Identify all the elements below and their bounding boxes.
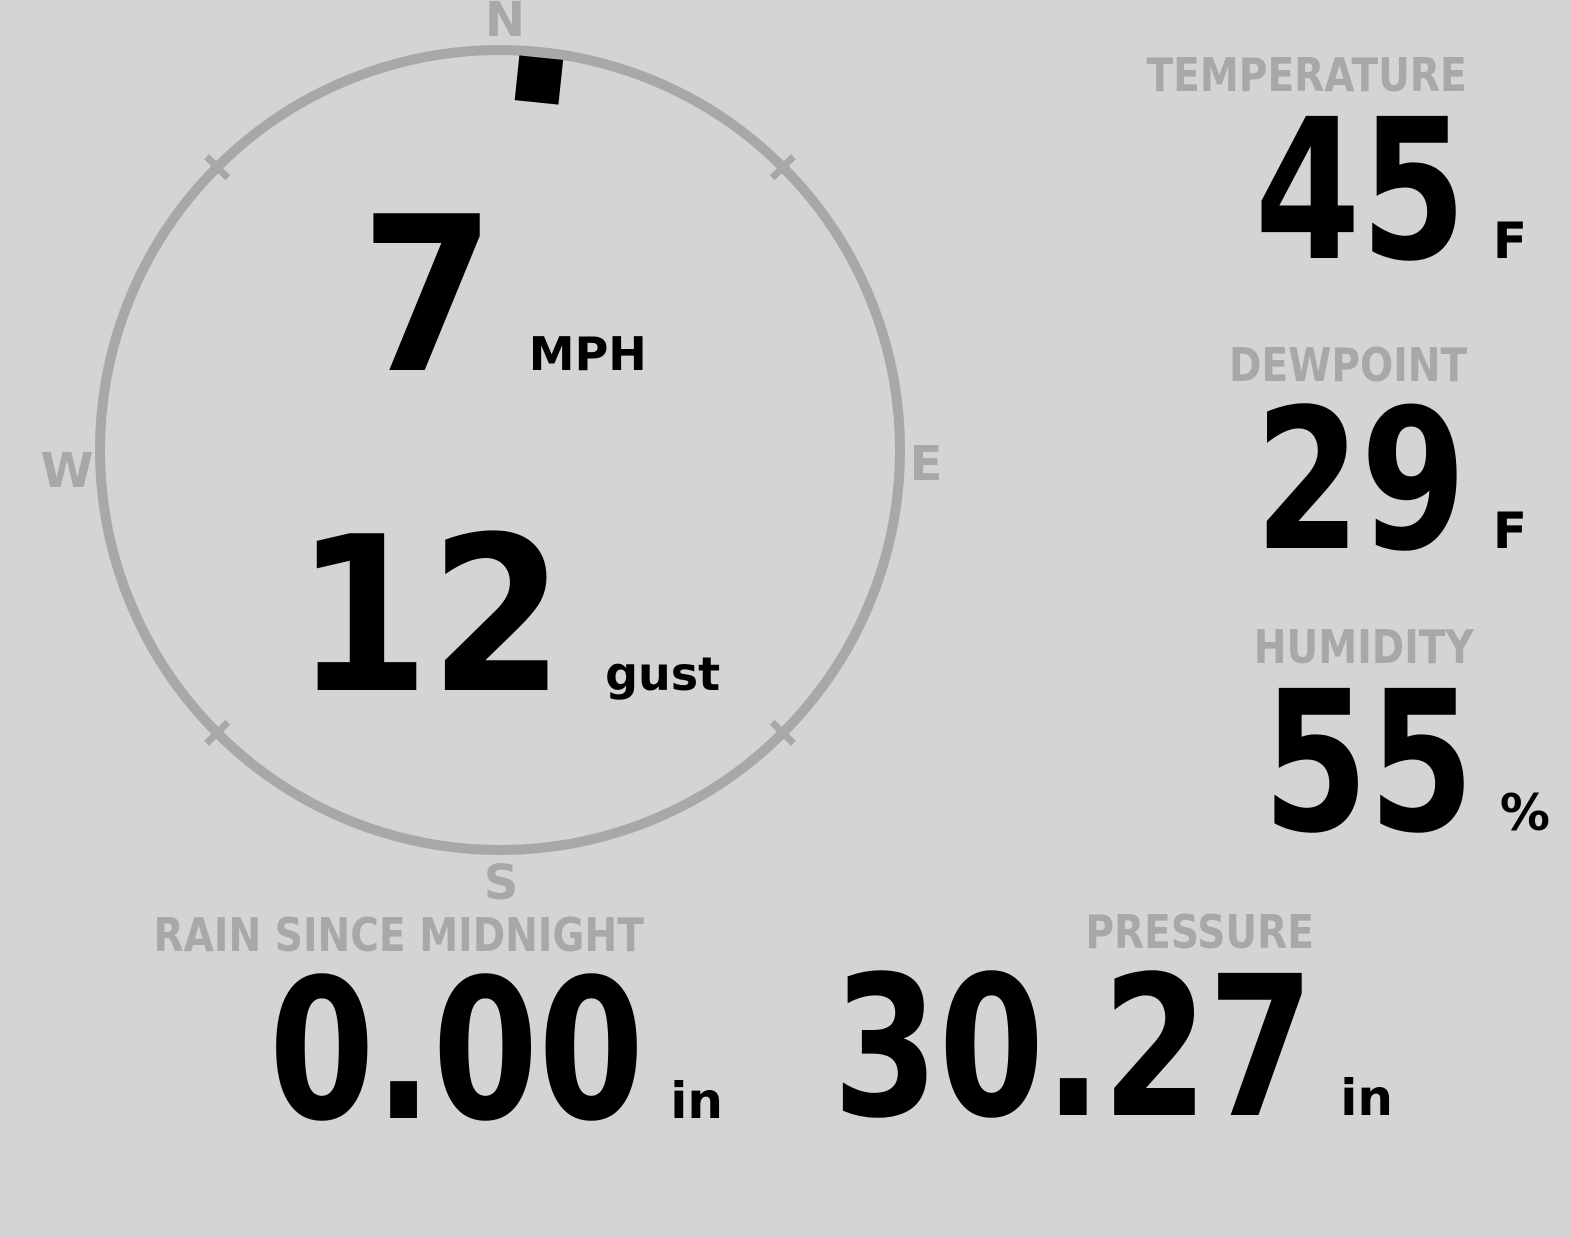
wind-gust-readout: 12 gust: [100, 508, 900, 723]
compass-label-south: S: [483, 855, 519, 911]
dewpoint-readout: DEWPOINT F 29 F: [1187, 338, 1527, 578]
dewpoint-value: 29: [1255, 367, 1467, 595]
wind-gust-unit: gust: [605, 647, 721, 701]
rain-readout: RAIN SINCE MIDNIGHT in 0.00 in: [67, 908, 723, 1148]
temperature-unit: F: [1492, 212, 1527, 271]
pressure-value: 30.27: [833, 934, 1315, 1162]
temperature-readout: TEMPERATURE F 45 F: [1090, 48, 1527, 288]
wind-direction-marker: [514, 55, 564, 105]
humidity-label: HUMIDITY: [1253, 620, 1474, 674]
pressure-unit: in: [1340, 1069, 1393, 1128]
compass-tick-ne: [769, 154, 796, 181]
compass-tick-nw: [204, 154, 231, 181]
wind-speed-unit: MPH: [528, 327, 647, 381]
compass-tick-sw: [204, 719, 231, 746]
temperature-label: TEMPERATURE: [1146, 48, 1467, 102]
wind-speed-value: 7: [360, 170, 496, 421]
rain-value: 0.00: [268, 937, 645, 1165]
wind-gust-value: 12: [294, 490, 565, 741]
compass-label-west: W: [40, 443, 94, 499]
compass-tick-se: [769, 719, 796, 746]
pressure-label: PRESSURE: [1085, 905, 1315, 959]
dewpoint-label: DEWPOINT: [1228, 338, 1467, 392]
rain-label: RAIN SINCE MIDNIGHT: [153, 908, 645, 962]
humidity-readout: HUMIDITY % 55 %: [1203, 620, 1550, 860]
wind-speed-readout: 7 MPH: [100, 188, 900, 403]
temperature-value: 45: [1255, 77, 1467, 305]
pressure-readout: PRESSURE in 30.27 in: [697, 905, 1393, 1145]
humidity-value: 55: [1262, 649, 1474, 877]
humidity-unit: %: [1499, 784, 1550, 843]
compass-ring: [95, 45, 905, 855]
dewpoint-unit: F: [1492, 502, 1527, 561]
compass-label-east: E: [909, 436, 943, 492]
compass-label-north: N: [484, 0, 526, 48]
rain-unit: in: [670, 1072, 723, 1131]
